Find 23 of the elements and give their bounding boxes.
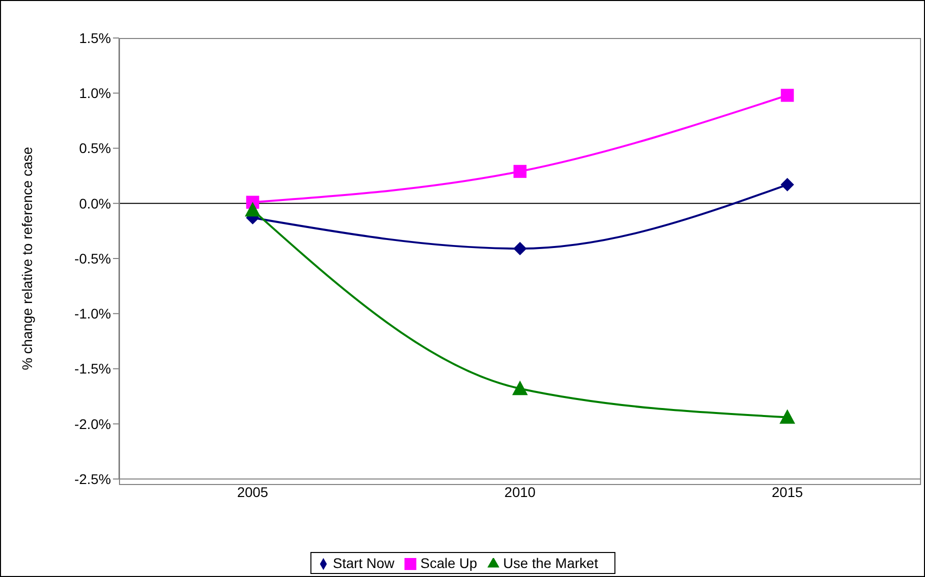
y-tick-label: 0.5% [79, 140, 111, 156]
point [780, 88, 794, 102]
x-tick-label: 2010 [504, 484, 536, 500]
legend-label: Scale Up [420, 555, 478, 571]
point [512, 381, 528, 396]
point [780, 178, 794, 192]
legend-label: Start Now [332, 555, 394, 571]
point [245, 202, 260, 216]
y-tick-label: -1.0% [74, 306, 111, 322]
y-tick-label: -0.5% [74, 250, 111, 266]
x-tick-label: 2005 [237, 484, 268, 500]
point [780, 410, 795, 424]
y-tick-label: -2.0% [74, 416, 111, 432]
x-tick-label: 2015 [772, 484, 804, 500]
legend-label: Use the Market [503, 555, 598, 571]
y-tick-label: 0.0% [79, 195, 111, 212]
y-tick-label: -1.5% [74, 360, 111, 377]
y-axis-title: % change relative to reference case [18, 146, 35, 370]
y-tick-label: -2.5% [74, 470, 111, 487]
y-tick-label: 1.0% [79, 85, 111, 102]
y-tick-label: 1.5% [79, 30, 111, 46]
point [514, 242, 526, 256]
point [514, 164, 526, 178]
